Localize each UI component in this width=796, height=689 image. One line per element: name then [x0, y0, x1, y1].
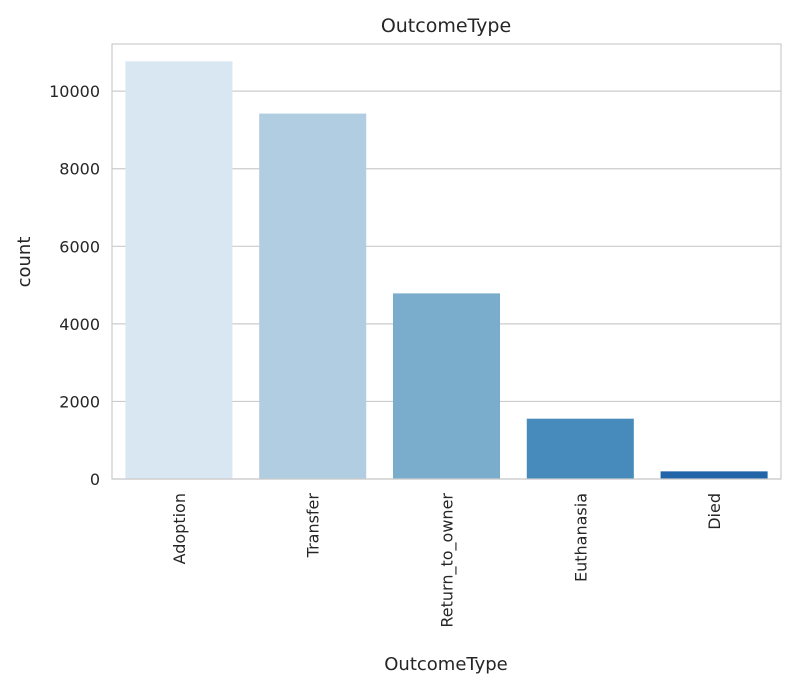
x-tick-labels: Adoption Transfer Return_to_owner Euthanasi…	[170, 493, 724, 628]
x-tick-label: Died	[705, 493, 724, 530]
y-tick-label: 0	[90, 470, 100, 489]
x-axis-title: OutcomeType	[384, 654, 508, 675]
bar-return-to-owner	[392, 293, 501, 479]
bar-transfer	[259, 113, 367, 479]
x-tick-label: Adoption	[170, 493, 189, 564]
bar-adoption	[125, 61, 233, 479]
y-tick-label: 6000	[59, 237, 100, 256]
y-tick-label: 4000	[59, 315, 100, 334]
chart-title: OutcomeType	[381, 15, 511, 37]
bar-died	[660, 471, 768, 479]
plot-frame	[111, 43, 782, 480]
bar-euthanasia	[526, 418, 634, 479]
x-tick-label: Return_to_owner	[438, 493, 458, 628]
y-tick-label: 8000	[59, 160, 100, 179]
y-tick-labels: 0 2000 4000 6000 8000 10000	[49, 82, 100, 489]
bars	[125, 61, 768, 479]
y-tick-label: 2000	[59, 392, 100, 411]
y-axis-title: count	[14, 237, 35, 288]
x-tick-label: Transfer	[304, 493, 323, 559]
x-tick-label: Euthanasia	[571, 493, 590, 582]
y-tick-label: 10000	[49, 82, 100, 101]
